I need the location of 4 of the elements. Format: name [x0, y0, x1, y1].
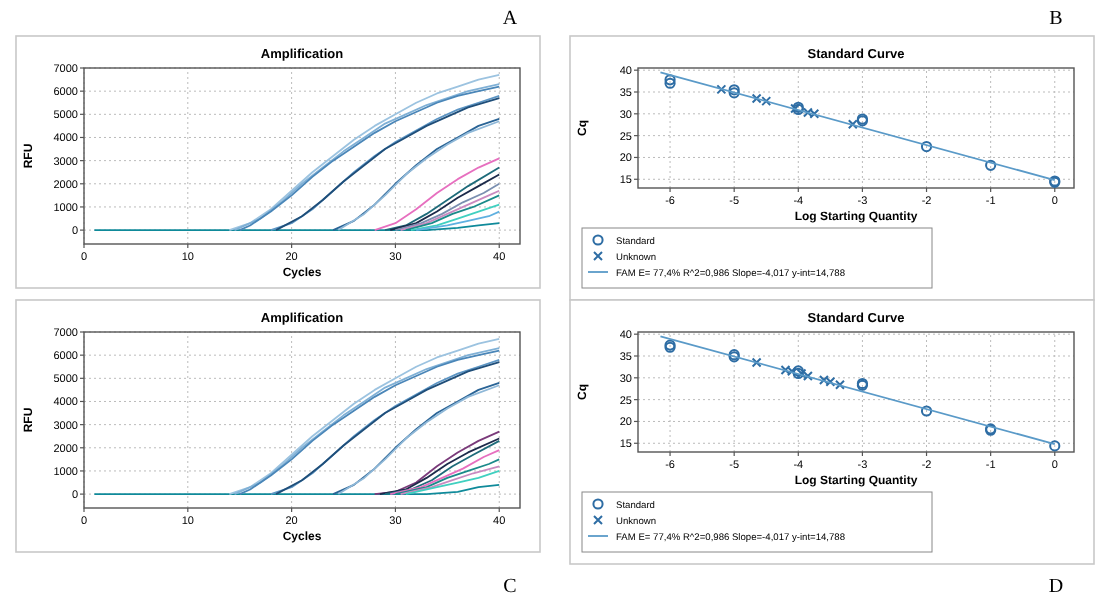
- text: D: [1048, 576, 1064, 598]
- text: C: [503, 576, 518, 598]
- text: B: [1049, 8, 1064, 30]
- text: A: [502, 8, 519, 30]
